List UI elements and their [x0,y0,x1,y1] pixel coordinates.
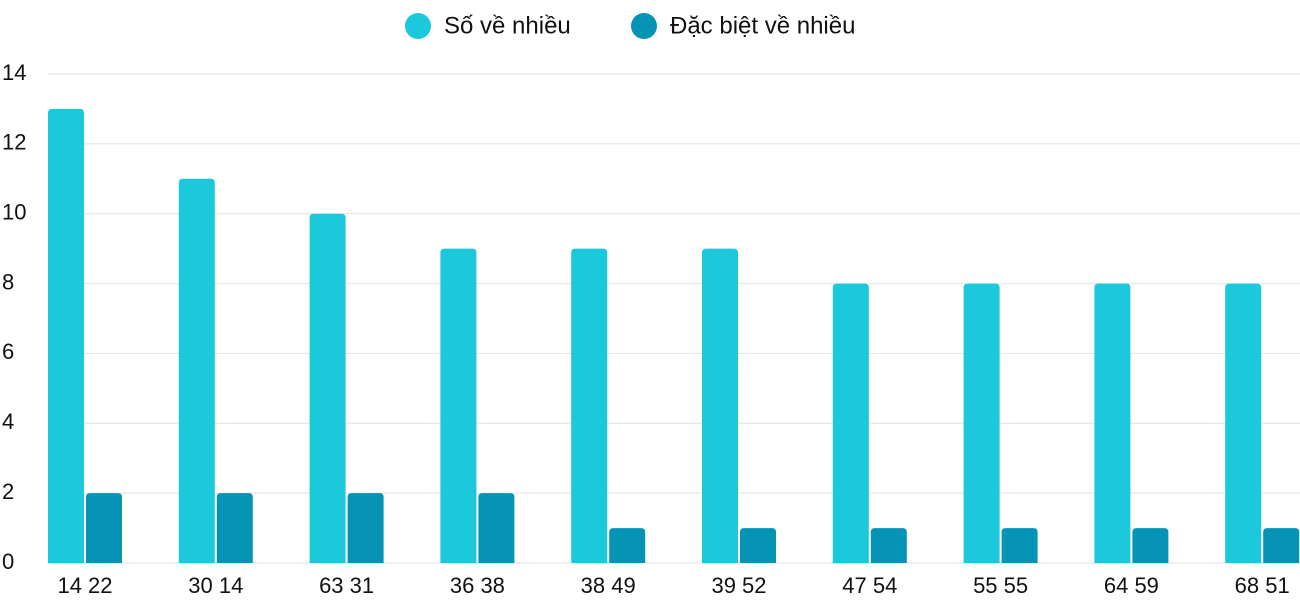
x-tick-label: 47 54 [842,573,897,598]
x-tick-label: 36 38 [450,573,505,598]
bar [702,248,738,563]
x-tick-label: 64 59 [1104,573,1159,598]
bar [216,493,253,563]
bar [963,283,1000,563]
x-tick-label: 30 14 [188,573,243,598]
bar [832,283,869,563]
bar [609,528,646,563]
x-tick-label: 63 31 [319,573,374,598]
legend-marker [631,13,657,39]
x-tick-label: 55 55 [973,573,1028,598]
bar [870,528,907,563]
bar [178,178,215,564]
bar [478,493,515,563]
x-tick-label: 39 52 [711,573,766,598]
bar [48,108,84,563]
bar [309,213,346,563]
bar [1132,528,1169,563]
y-tick-label: 0 [2,549,14,574]
bar [740,528,776,563]
bar [1225,283,1262,563]
y-tick-label: 12 [2,130,26,155]
bar [440,248,477,563]
bar [1001,528,1038,563]
legend-label: Số về nhiều [444,12,571,39]
y-tick-label: 2 [2,479,14,504]
x-tick-label: 38 49 [581,573,636,598]
bar [1094,283,1131,563]
y-tick-label: 6 [2,339,14,364]
y-tick-label: 14 [2,60,26,85]
bar [86,493,122,563]
x-tick-label: 14 22 [57,573,112,598]
bar [1263,528,1300,563]
legend-marker [405,13,431,39]
legend-label: Đặc biệt về nhiều [670,12,855,39]
y-tick-label: 8 [2,269,14,294]
bar [571,248,608,563]
y-tick-label: 10 [2,200,26,225]
bar [347,493,384,563]
y-tick-label: 4 [2,409,14,434]
x-tick-label: 68 51 [1235,573,1290,598]
